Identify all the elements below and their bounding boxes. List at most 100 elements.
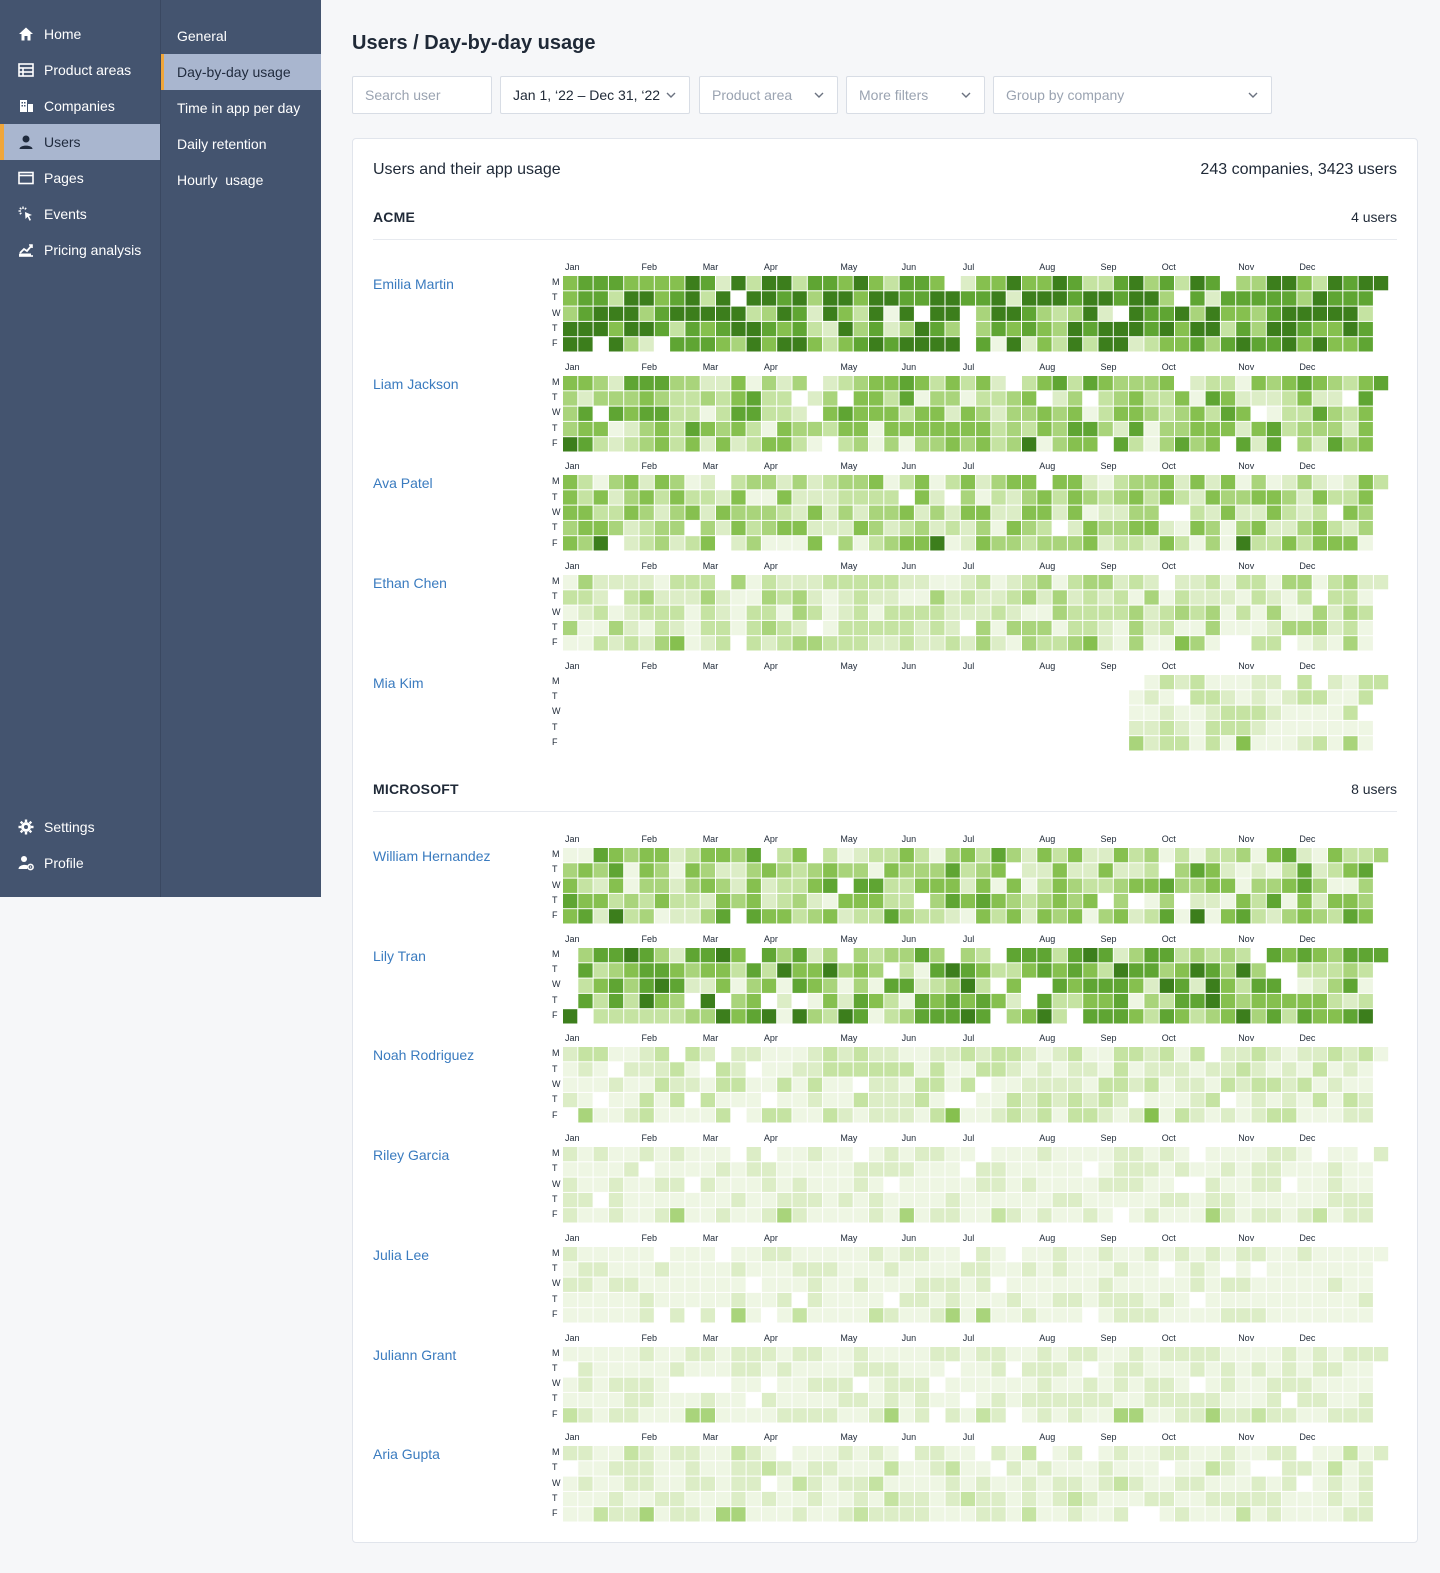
heatmap-cell bbox=[761, 421, 777, 436]
nav-item-settings[interactable]: Settings bbox=[0, 809, 160, 845]
heatmap-cell bbox=[700, 878, 715, 893]
user-name-link[interactable]: Lily Tran bbox=[373, 947, 426, 964]
heatmap-cell bbox=[1358, 1108, 1373, 1123]
nav-item-pricing-analysis[interactable]: Pricing analysis bbox=[0, 232, 160, 268]
search-user-input[interactable]: Search user bbox=[352, 76, 492, 114]
heatmap-cell bbox=[1297, 1507, 1312, 1522]
nav-item-pages[interactable]: Pages bbox=[0, 160, 160, 196]
product-area-select[interactable]: Product area bbox=[699, 76, 838, 114]
heatmap-cell bbox=[1159, 490, 1174, 505]
heatmap-cell bbox=[1297, 978, 1312, 993]
heatmap-cell bbox=[1312, 590, 1327, 605]
heatmap-cell bbox=[1266, 1047, 1282, 1062]
usage-heatmap: Jan Feb Mar Apr May Jun Jul Aug Sep Oct Nov Dec M T W T… bbox=[549, 561, 1405, 657]
user-name-link[interactable]: Noah Rodriguez bbox=[373, 1047, 475, 1064]
heatmap-cell bbox=[1343, 1077, 1358, 1093]
heatmap-cell bbox=[639, 1062, 654, 1077]
heatmap-cell bbox=[1251, 390, 1266, 406]
heatmap-cell bbox=[608, 276, 624, 291]
nav-item-companies[interactable]: Companies bbox=[0, 88, 160, 124]
heatmap-cell bbox=[792, 878, 807, 893]
heatmap-cell bbox=[853, 993, 868, 1008]
heatmap-cell bbox=[1358, 605, 1373, 620]
heatmap-cell bbox=[1006, 1147, 1021, 1162]
heatmap-cell bbox=[869, 1461, 884, 1476]
user-name-link[interactable]: Aria Gupta bbox=[373, 1446, 440, 1463]
heatmap-cell bbox=[1236, 962, 1251, 978]
nav-item-users[interactable]: Users bbox=[0, 124, 160, 160]
heatmap-cell bbox=[639, 1277, 654, 1292]
user-name-link[interactable]: Riley Garcia bbox=[373, 1147, 450, 1164]
heatmap-cell bbox=[884, 337, 899, 352]
heatmap-cell bbox=[1067, 575, 1083, 590]
heatmap-cell bbox=[884, 1062, 899, 1077]
heatmap-cell bbox=[1297, 690, 1312, 705]
subnav-item-general[interactable]: General bbox=[177, 28, 227, 44]
heatmap-cell bbox=[1083, 505, 1098, 521]
heatmap-cell bbox=[685, 276, 700, 291]
nav-item-product-areas[interactable]: Product areas bbox=[0, 52, 160, 88]
heatmap-cell bbox=[884, 620, 899, 636]
user-name-link[interactable]: Ava Patel bbox=[373, 475, 433, 492]
heatmap-cell bbox=[914, 1361, 930, 1377]
heatmap-cell bbox=[777, 536, 792, 551]
heatmap-cell bbox=[1129, 878, 1144, 893]
heatmap-cell bbox=[945, 993, 960, 1008]
heatmap-cell bbox=[731, 1292, 746, 1307]
month-label: Jul bbox=[962, 1232, 975, 1243]
heatmap-cell bbox=[960, 536, 976, 551]
heatmap-cell bbox=[1358, 735, 1373, 751]
nav-item-home[interactable]: Home bbox=[0, 16, 160, 52]
more-filters-select[interactable]: More filters bbox=[846, 76, 985, 114]
heatmap-cell bbox=[624, 1277, 639, 1292]
heatmap-cell bbox=[1175, 505, 1190, 521]
month-label: Jul bbox=[962, 660, 975, 671]
group-by-select[interactable]: Group by company bbox=[993, 76, 1272, 114]
heatmap-cell bbox=[1175, 620, 1190, 636]
heatmap-cell bbox=[976, 1162, 991, 1177]
user-name-link[interactable]: Liam Jackson bbox=[373, 375, 459, 392]
heatmap-cell bbox=[563, 590, 578, 605]
heatmap-cell bbox=[593, 1077, 608, 1093]
nav-item-events[interactable]: Events bbox=[0, 196, 160, 232]
nav-item-label: Pricing analysis bbox=[44, 242, 142, 258]
heatmap-cell bbox=[976, 1392, 991, 1407]
heatmap-cell bbox=[823, 1292, 838, 1307]
heatmap-cell bbox=[1236, 1047, 1251, 1062]
user-name-link[interactable]: Emilia Martin bbox=[373, 276, 454, 292]
heatmap-cell bbox=[1312, 947, 1327, 962]
heatmap-cell bbox=[1113, 1392, 1129, 1407]
heatmap-cell bbox=[608, 1062, 624, 1077]
heatmap-cell bbox=[1175, 1008, 1190, 1024]
subnav-item-day-by-day-usage[interactable]: Day-by-day usage bbox=[161, 54, 321, 90]
heatmap-cell bbox=[700, 620, 715, 636]
heatmap-cell bbox=[1159, 674, 1174, 690]
heatmap-cell bbox=[777, 421, 792, 436]
heatmap-cell bbox=[823, 1476, 838, 1492]
heatmap-cell bbox=[716, 1246, 731, 1262]
heatmap-cell bbox=[1358, 505, 1373, 521]
heatmap-cell bbox=[1343, 690, 1358, 705]
heatmap-cell bbox=[1067, 1377, 1083, 1392]
heatmap-cell bbox=[685, 390, 700, 406]
heatmap-cell bbox=[1205, 1277, 1220, 1292]
user-name-link[interactable]: Ethan Chen bbox=[373, 575, 447, 592]
heatmap-cell bbox=[1098, 993, 1113, 1008]
subnav-item-time-in-app-per-day[interactable]: Time in app per day bbox=[177, 100, 301, 116]
heatmap-cell bbox=[731, 1377, 746, 1392]
heatmap-cell bbox=[1266, 878, 1282, 893]
heatmap-cell bbox=[654, 1093, 670, 1108]
user-name-link[interactable]: Mia Kim bbox=[373, 674, 424, 691]
heatmap-cell bbox=[853, 848, 868, 863]
heatmap-cell bbox=[976, 306, 991, 321]
user-name-link[interactable]: William Hernandez bbox=[373, 848, 491, 864]
heatmap-cell bbox=[1175, 475, 1190, 490]
user-name-link[interactable]: Julia Lee bbox=[373, 1246, 430, 1263]
user-name-link[interactable]: Juliann Grant bbox=[373, 1346, 457, 1363]
date-range-select[interactable]: Jan 1, ‘22 – Dec 31, ‘22 bbox=[500, 76, 690, 114]
heatmap-cell bbox=[838, 1377, 853, 1392]
nav-item-profile[interactable]: Profile bbox=[0, 845, 160, 881]
heatmap-cell bbox=[1083, 406, 1098, 421]
subnav-item-hourly-usage[interactable]: Hourly usage bbox=[177, 172, 264, 188]
subnav-item-daily-retention[interactable]: Daily retention bbox=[177, 136, 267, 152]
